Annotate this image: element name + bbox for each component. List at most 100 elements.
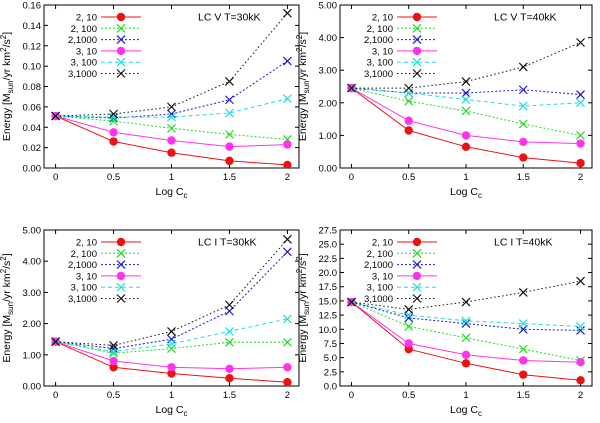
y-tick-label: 0.00: [23, 382, 42, 393]
y-label-part: ]: [297, 253, 309, 256]
data-point: [109, 109, 118, 119]
data-point: [282, 234, 292, 244]
legend-label: 3,1000: [68, 294, 97, 305]
legend-label: 2, 10: [372, 238, 393, 249]
panel-4: 0.0 2.5 5.0 7.5 10.0 12.5 15.0 17.5 20.0 22.5 25.0…: [295, 226, 593, 418]
x-tick-label: 1: [463, 172, 468, 183]
panel-title: LC I T=40kK: [494, 237, 552, 249]
legend-marker: [412, 248, 422, 258]
data-point: [282, 247, 292, 257]
y-tick-label: 0.16: [23, 1, 42, 12]
y-axis-label: Energy [Msun/yr km2/s2]: [0, 253, 15, 362]
data-point: [225, 108, 234, 118]
y-label-sup: 2: [0, 268, 8, 273]
x-tick-label: 1: [463, 390, 468, 401]
legend-marker: [412, 260, 422, 270]
data-point: [167, 148, 176, 157]
y-label-part: Energy [M: [297, 93, 309, 141]
data-point: [461, 142, 471, 152]
x-tick-label: 0: [53, 172, 58, 183]
y-label-part: /yr km: [297, 273, 309, 302]
data-point: [404, 126, 413, 135]
data-point: [109, 363, 118, 372]
data-point: [461, 333, 471, 343]
y-tick-label: 4.00: [319, 33, 338, 44]
legend-label: 3,1000: [68, 69, 97, 80]
legend-label: 2,1000: [68, 260, 97, 271]
y-tick-label: 0.14: [23, 21, 42, 32]
legend-label: 2, 100: [71, 24, 97, 35]
y-tick-label: 1.00: [319, 131, 338, 142]
y-label-part: ]: [1, 253, 13, 256]
data-point: [225, 300, 234, 310]
data-point: [109, 347, 118, 357]
x-axis-label: Log Cc: [155, 186, 187, 200]
data-point: [282, 94, 292, 104]
panel-2: 0.00 1.00 2.00 3.00 4.00 5.00 0 0.5 1 1.5 2 Log Cc E…: [295, 1, 593, 200]
legend-marker: [116, 248, 126, 258]
y-label-part: Energy [M: [1, 93, 13, 141]
y-tick-label: 4.00: [23, 257, 42, 268]
y-tick-label: 22.5: [319, 254, 338, 265]
y-label-sup: 2: [295, 256, 304, 261]
y-label-part: Energy [M: [297, 315, 309, 363]
data-point: [109, 116, 118, 126]
data-point: [576, 98, 585, 108]
data-point: [576, 325, 585, 335]
data-point: [576, 139, 585, 148]
panel-title: LC I T=30kK: [198, 237, 256, 249]
data-point: [576, 38, 585, 47]
y-label-part: /yr km: [1, 273, 13, 302]
data-point: [225, 129, 234, 139]
y-label-sub: sun: [302, 80, 311, 93]
x-tick-label: 2: [578, 390, 583, 401]
data-point: [167, 369, 176, 378]
panel-1: 0.00 0.02 0.04 0.06 0.08 0.10 0.12 0.14 0.16 0 0.5…: [0, 1, 300, 200]
data-point: [225, 76, 234, 86]
legend-marker: [412, 12, 422, 22]
legend-label: 2,1000: [364, 260, 393, 271]
y-tick-label: 0.02: [23, 143, 42, 154]
x-tick-label: 1.5: [223, 390, 236, 401]
data-point: [347, 297, 356, 307]
y-label-part: /yr km: [297, 52, 309, 81]
legend-label: 3,1000: [364, 69, 393, 80]
data-point: [225, 326, 234, 336]
x-tick-label: 1: [169, 390, 174, 401]
data-point: [576, 90, 585, 100]
data-point: [283, 160, 292, 168]
data-point: [404, 313, 414, 323]
y-tick-label: 20.0: [319, 268, 338, 279]
y-label-sup: 2: [295, 47, 304, 52]
y-tick-label: 5.00: [23, 226, 42, 237]
y-tick-label: 10.0: [319, 325, 338, 336]
data-point: [576, 322, 585, 331]
data-point: [283, 363, 292, 372]
y-tick-label: 0.00: [23, 164, 42, 175]
data-point: [461, 77, 471, 87]
series-line-2--10: [351, 301, 581, 381]
legend-label: 2, 10: [372, 13, 393, 24]
legend-marker: [412, 69, 422, 78]
legend-marker: [412, 294, 422, 303]
x-axis-label: Log Cc: [155, 404, 187, 418]
y-label-sub: sun: [6, 302, 15, 315]
legend-label: 3, 10: [76, 271, 97, 282]
legend-label: 2, 100: [367, 249, 393, 260]
legend-marker: [412, 57, 422, 67]
data-point: [51, 111, 61, 121]
legend-label: 3,1000: [364, 294, 393, 305]
legend-label: 2,1000: [68, 35, 97, 46]
y-tick-label: 3.00: [23, 288, 42, 299]
data-point: [109, 341, 118, 350]
legend-label: 2, 100: [367, 24, 393, 35]
x-tick-label: 0.5: [402, 390, 415, 401]
legend-label: 2, 10: [76, 13, 97, 24]
y-tick-label: 25.0: [319, 240, 338, 251]
data-point: [576, 376, 585, 385]
data-point: [576, 158, 585, 168]
y-tick-label: 5.00: [319, 1, 338, 12]
legend-label: 2, 100: [71, 249, 97, 260]
